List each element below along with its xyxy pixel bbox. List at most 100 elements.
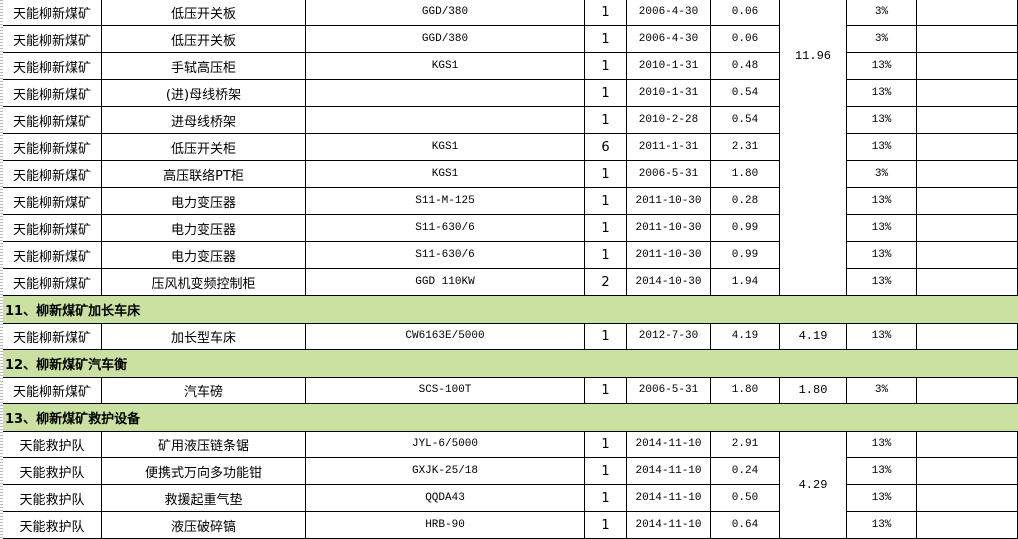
cell-qty[interactable]: 1 [585,53,627,80]
cell-note[interactable] [917,458,1018,485]
cell-model[interactable]: KGS1 [306,53,585,80]
cell-unit[interactable]: 天能柳新煤矿 [3,134,102,161]
cell-date[interactable]: 2006-4-30 [627,26,711,53]
cell-note[interactable] [917,53,1018,80]
cell-rate[interactable]: 13% [847,53,917,80]
cell-name[interactable]: 低压开关板 [102,0,306,26]
cell-name[interactable]: 电力变压器 [102,215,306,242]
cell-value[interactable]: 2.91 [711,431,780,458]
cell-rate[interactable]: 13% [847,188,917,215]
cell-rate[interactable]: 13% [847,242,917,269]
cell-qty[interactable]: 1 [585,242,627,269]
cell-model[interactable]: GGD 110KW [306,269,585,296]
cell-unit[interactable]: 天能柳新煤矿 [3,161,102,188]
cell-qty[interactable]: 1 [585,431,627,458]
section-header-row[interactable]: 13、柳新煤矿救护设备 [3,404,1018,432]
cell-rate[interactable]: 13% [847,80,917,107]
cell-unit[interactable]: 天能柳新煤矿 [3,80,102,107]
cell-unit[interactable]: 天能柳新煤矿 [3,323,102,350]
cell-rate[interactable]: 13% [847,512,917,539]
cell-rate[interactable]: 3% [847,0,917,26]
cell-qty[interactable]: 1 [585,107,627,134]
cell-unit[interactable]: 天能柳新煤矿 [3,107,102,134]
section-header-row[interactable]: 11、柳新煤矿加长车床 [3,296,1018,324]
cell-name[interactable]: 加长型车床 [102,323,306,350]
cell-value[interactable]: 4.19 [711,323,780,350]
cell-unit[interactable]: 天能柳新煤矿 [3,377,102,404]
cell-unit[interactable]: 天能柳新煤矿 [3,242,102,269]
cell-rate[interactable]: 3% [847,26,917,53]
cell-value[interactable]: 0.99 [711,242,780,269]
cell-name[interactable]: 高压联络PT柜 [102,161,306,188]
cell-name[interactable]: 电力变压器 [102,188,306,215]
cell-value[interactable]: 0.64 [711,512,780,539]
cell-note[interactable] [917,134,1018,161]
cell-model[interactable]: QQDA43 [306,485,585,512]
cell-model[interactable]: GGD/380 [306,0,585,26]
cell-unit[interactable]: 天能救护队 [3,431,102,458]
cell-value[interactable]: 1.80 [711,377,780,404]
cell-note[interactable] [917,242,1018,269]
cell-qty[interactable]: 1 [585,215,627,242]
cell-value[interactable]: 0.06 [711,26,780,53]
cell-note[interactable] [917,161,1018,188]
subtotal-cell[interactable]: 11.96 [780,0,847,296]
cell-note[interactable] [917,26,1018,53]
cell-value[interactable]: 0.50 [711,485,780,512]
cell-date[interactable]: 2011-10-30 [627,188,711,215]
cell-note[interactable] [917,269,1018,296]
cell-date[interactable]: 2010-2-28 [627,107,711,134]
cell-note[interactable] [917,431,1018,458]
cell-model[interactable]: CW6163E/5000 [306,323,585,350]
cell-qty[interactable]: 1 [585,323,627,350]
cell-qty[interactable]: 1 [585,458,627,485]
subtotal-cell[interactable]: 4.29 [780,431,847,539]
cell-name[interactable]: 进母线桥架 [102,107,306,134]
cell-qty[interactable]: 1 [585,485,627,512]
cell-value[interactable]: 0.24 [711,458,780,485]
cell-note[interactable] [917,323,1018,350]
cell-name[interactable]: 便携式万向多功能钳 [102,458,306,485]
cell-unit[interactable]: 天能柳新煤矿 [3,269,102,296]
cell-rate[interactable]: 13% [847,269,917,296]
cell-date[interactable]: 2006-4-30 [627,0,711,26]
cell-date[interactable]: 2014-11-10 [627,458,711,485]
cell-unit[interactable]: 天能救护队 [3,458,102,485]
cell-unit[interactable]: 天能柳新煤矿 [3,0,102,26]
cell-model[interactable]: GXJK-25/18 [306,458,585,485]
cell-name[interactable]: 液压破碎镐 [102,512,306,539]
cell-note[interactable] [917,215,1018,242]
subtotal-cell[interactable]: 1.80 [780,377,847,404]
cell-model[interactable]: JYL-6/5000 [306,431,585,458]
cell-model[interactable]: S11-630/6 [306,215,585,242]
cell-value[interactable]: 2.31 [711,134,780,161]
cell-name[interactable]: 汽车磅 [102,377,306,404]
cell-model[interactable]: KGS1 [306,161,585,188]
cell-qty[interactable]: 1 [585,0,627,26]
cell-note[interactable] [917,107,1018,134]
cell-qty[interactable]: 2 [585,269,627,296]
cell-note[interactable] [917,512,1018,539]
cell-name[interactable]: 低压开关板 [102,26,306,53]
cell-model[interactable] [306,80,585,107]
cell-qty[interactable]: 6 [585,134,627,161]
cell-rate[interactable]: 13% [847,431,917,458]
cell-unit[interactable]: 天能柳新煤矿 [3,53,102,80]
cell-date[interactable]: 2012-7-30 [627,323,711,350]
cell-value[interactable]: 0.28 [711,188,780,215]
cell-rate[interactable]: 13% [847,134,917,161]
cell-unit[interactable]: 天能柳新煤矿 [3,188,102,215]
cell-model[interactable]: SCS-100T [306,377,585,404]
cell-model[interactable]: S11-630/6 [306,242,585,269]
section-header-row[interactable]: 12、柳新煤矿汽车衡 [3,350,1018,378]
cell-value[interactable]: 1.80 [711,161,780,188]
cell-date[interactable]: 2014-11-10 [627,431,711,458]
cell-value[interactable]: 0.54 [711,107,780,134]
cell-qty[interactable]: 1 [585,377,627,404]
cell-name[interactable]: (进)母线桥架 [102,80,306,107]
cell-date[interactable]: 2014-11-10 [627,485,711,512]
cell-name[interactable]: 矿用液压链条锯 [102,431,306,458]
cell-unit[interactable]: 天能救护队 [3,485,102,512]
cell-date[interactable]: 2006-5-31 [627,161,711,188]
cell-date[interactable]: 2010-1-31 [627,80,711,107]
